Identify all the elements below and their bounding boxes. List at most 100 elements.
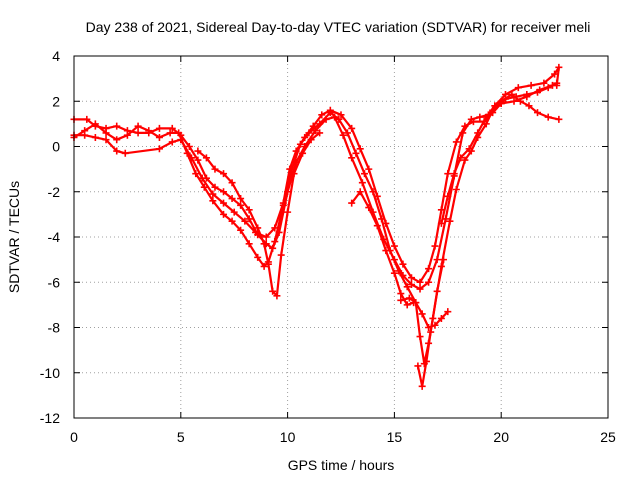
data-point-marker: [307, 136, 315, 144]
data-point-marker: [292, 147, 300, 155]
data-point-marker: [202, 154, 210, 162]
data-point-marker: [271, 224, 279, 232]
data-point-marker: [187, 154, 195, 162]
data-point-marker: [395, 267, 403, 275]
data-point-marker: [209, 197, 217, 205]
data-point-marker: [356, 145, 364, 153]
data-point-marker: [403, 283, 411, 291]
data-point-marker: [425, 278, 433, 286]
data-point-marker: [403, 301, 411, 309]
data-point-marker: [444, 308, 452, 316]
satellite-track-5: [348, 188, 418, 309]
series-line: [350, 190, 415, 306]
data-point-marker: [418, 310, 426, 318]
data-point-marker: [194, 147, 202, 155]
data-point-marker: [166, 129, 174, 137]
satellite-track-8: [437, 63, 563, 227]
data-point-marker: [452, 185, 460, 193]
data-point-marker: [209, 190, 217, 198]
data-point-marker: [510, 97, 518, 105]
data-point-marker: [185, 143, 193, 150]
data-point-marker: [422, 357, 430, 365]
data-point-marker: [175, 129, 183, 137]
data-point-marker: [358, 179, 366, 187]
data-point-marker: [433, 287, 441, 295]
data-point-marker: [348, 199, 356, 207]
satellite-track-7: [414, 256, 448, 390]
data-point-marker: [194, 156, 202, 164]
data-point-marker: [431, 242, 439, 250]
data-point-marker: [414, 362, 422, 370]
data-point-marker: [113, 136, 121, 144]
data-point-marker: [198, 174, 206, 182]
data-point-marker: [168, 124, 176, 132]
data-point-marker: [450, 170, 458, 178]
y-tick-label: -12: [40, 410, 60, 426]
data-point-marker: [113, 122, 121, 130]
data-point-marker: [237, 226, 245, 234]
y-tick-label: 2: [52, 93, 60, 109]
data-point-marker: [444, 170, 452, 178]
data-point-marker: [318, 111, 326, 119]
data-point-marker: [457, 154, 465, 162]
data-point-marker: [228, 195, 236, 203]
x-tick-label: 0: [70, 429, 78, 445]
data-point-marker: [192, 170, 200, 178]
data-point-marker: [465, 145, 473, 153]
data-point-marker: [113, 147, 121, 155]
data-point-marker: [252, 228, 260, 236]
data-point-marker: [168, 138, 176, 146]
data-point-marker: [254, 224, 262, 232]
data-point-marker: [335, 115, 343, 123]
data-point-marker: [211, 165, 219, 173]
data-point-marker: [343, 129, 351, 137]
data-point-marker: [365, 165, 373, 173]
data-point-marker: [102, 136, 110, 144]
data-point-marker: [326, 106, 334, 114]
data-point-marker: [245, 240, 253, 248]
series-group: [70, 63, 563, 390]
y-tick-label: 4: [52, 48, 60, 64]
data-point-marker: [200, 183, 208, 191]
data-point-marker: [437, 219, 445, 227]
data-point-marker: [399, 260, 407, 268]
data-point-marker: [540, 79, 548, 87]
data-point-marker: [277, 251, 285, 259]
x-tick-label: 5: [177, 429, 185, 445]
data-point-marker: [81, 131, 89, 139]
data-point-marker: [309, 122, 317, 130]
data-point-marker: [461, 156, 469, 164]
satellite-track-6: [397, 90, 563, 368]
data-point-marker: [220, 210, 228, 218]
data-point-marker: [245, 215, 253, 223]
data-point-marker: [271, 238, 279, 246]
data-point-marker: [299, 149, 307, 157]
y-tick-label: -10: [40, 365, 60, 381]
data-point-marker: [301, 133, 309, 141]
x-tick-label: 20: [493, 429, 509, 445]
y-tick-label: -6: [48, 274, 61, 290]
data-point-marker: [373, 192, 381, 200]
data-point-marker: [316, 129, 324, 137]
y-tick-label: -2: [48, 184, 61, 200]
data-point-marker: [469, 118, 477, 126]
data-point-marker: [237, 195, 245, 203]
data-point-marker: [155, 133, 163, 141]
data-point-marker: [525, 102, 533, 110]
data-point-marker: [425, 265, 433, 273]
data-point-marker: [286, 165, 294, 173]
data-point-marker: [145, 127, 153, 135]
data-point-marker: [418, 382, 426, 390]
x-tick-label: 15: [387, 429, 403, 445]
data-point-marker: [405, 294, 413, 302]
data-point-marker: [237, 201, 245, 209]
data-point-marker: [241, 217, 249, 225]
data-point-marker: [501, 90, 509, 98]
data-point-marker: [102, 129, 110, 137]
grid: [74, 56, 608, 418]
data-point-marker: [284, 208, 292, 216]
satellite-track-1: [70, 79, 561, 293]
data-point-marker: [220, 188, 228, 196]
data-point-marker: [245, 206, 253, 214]
